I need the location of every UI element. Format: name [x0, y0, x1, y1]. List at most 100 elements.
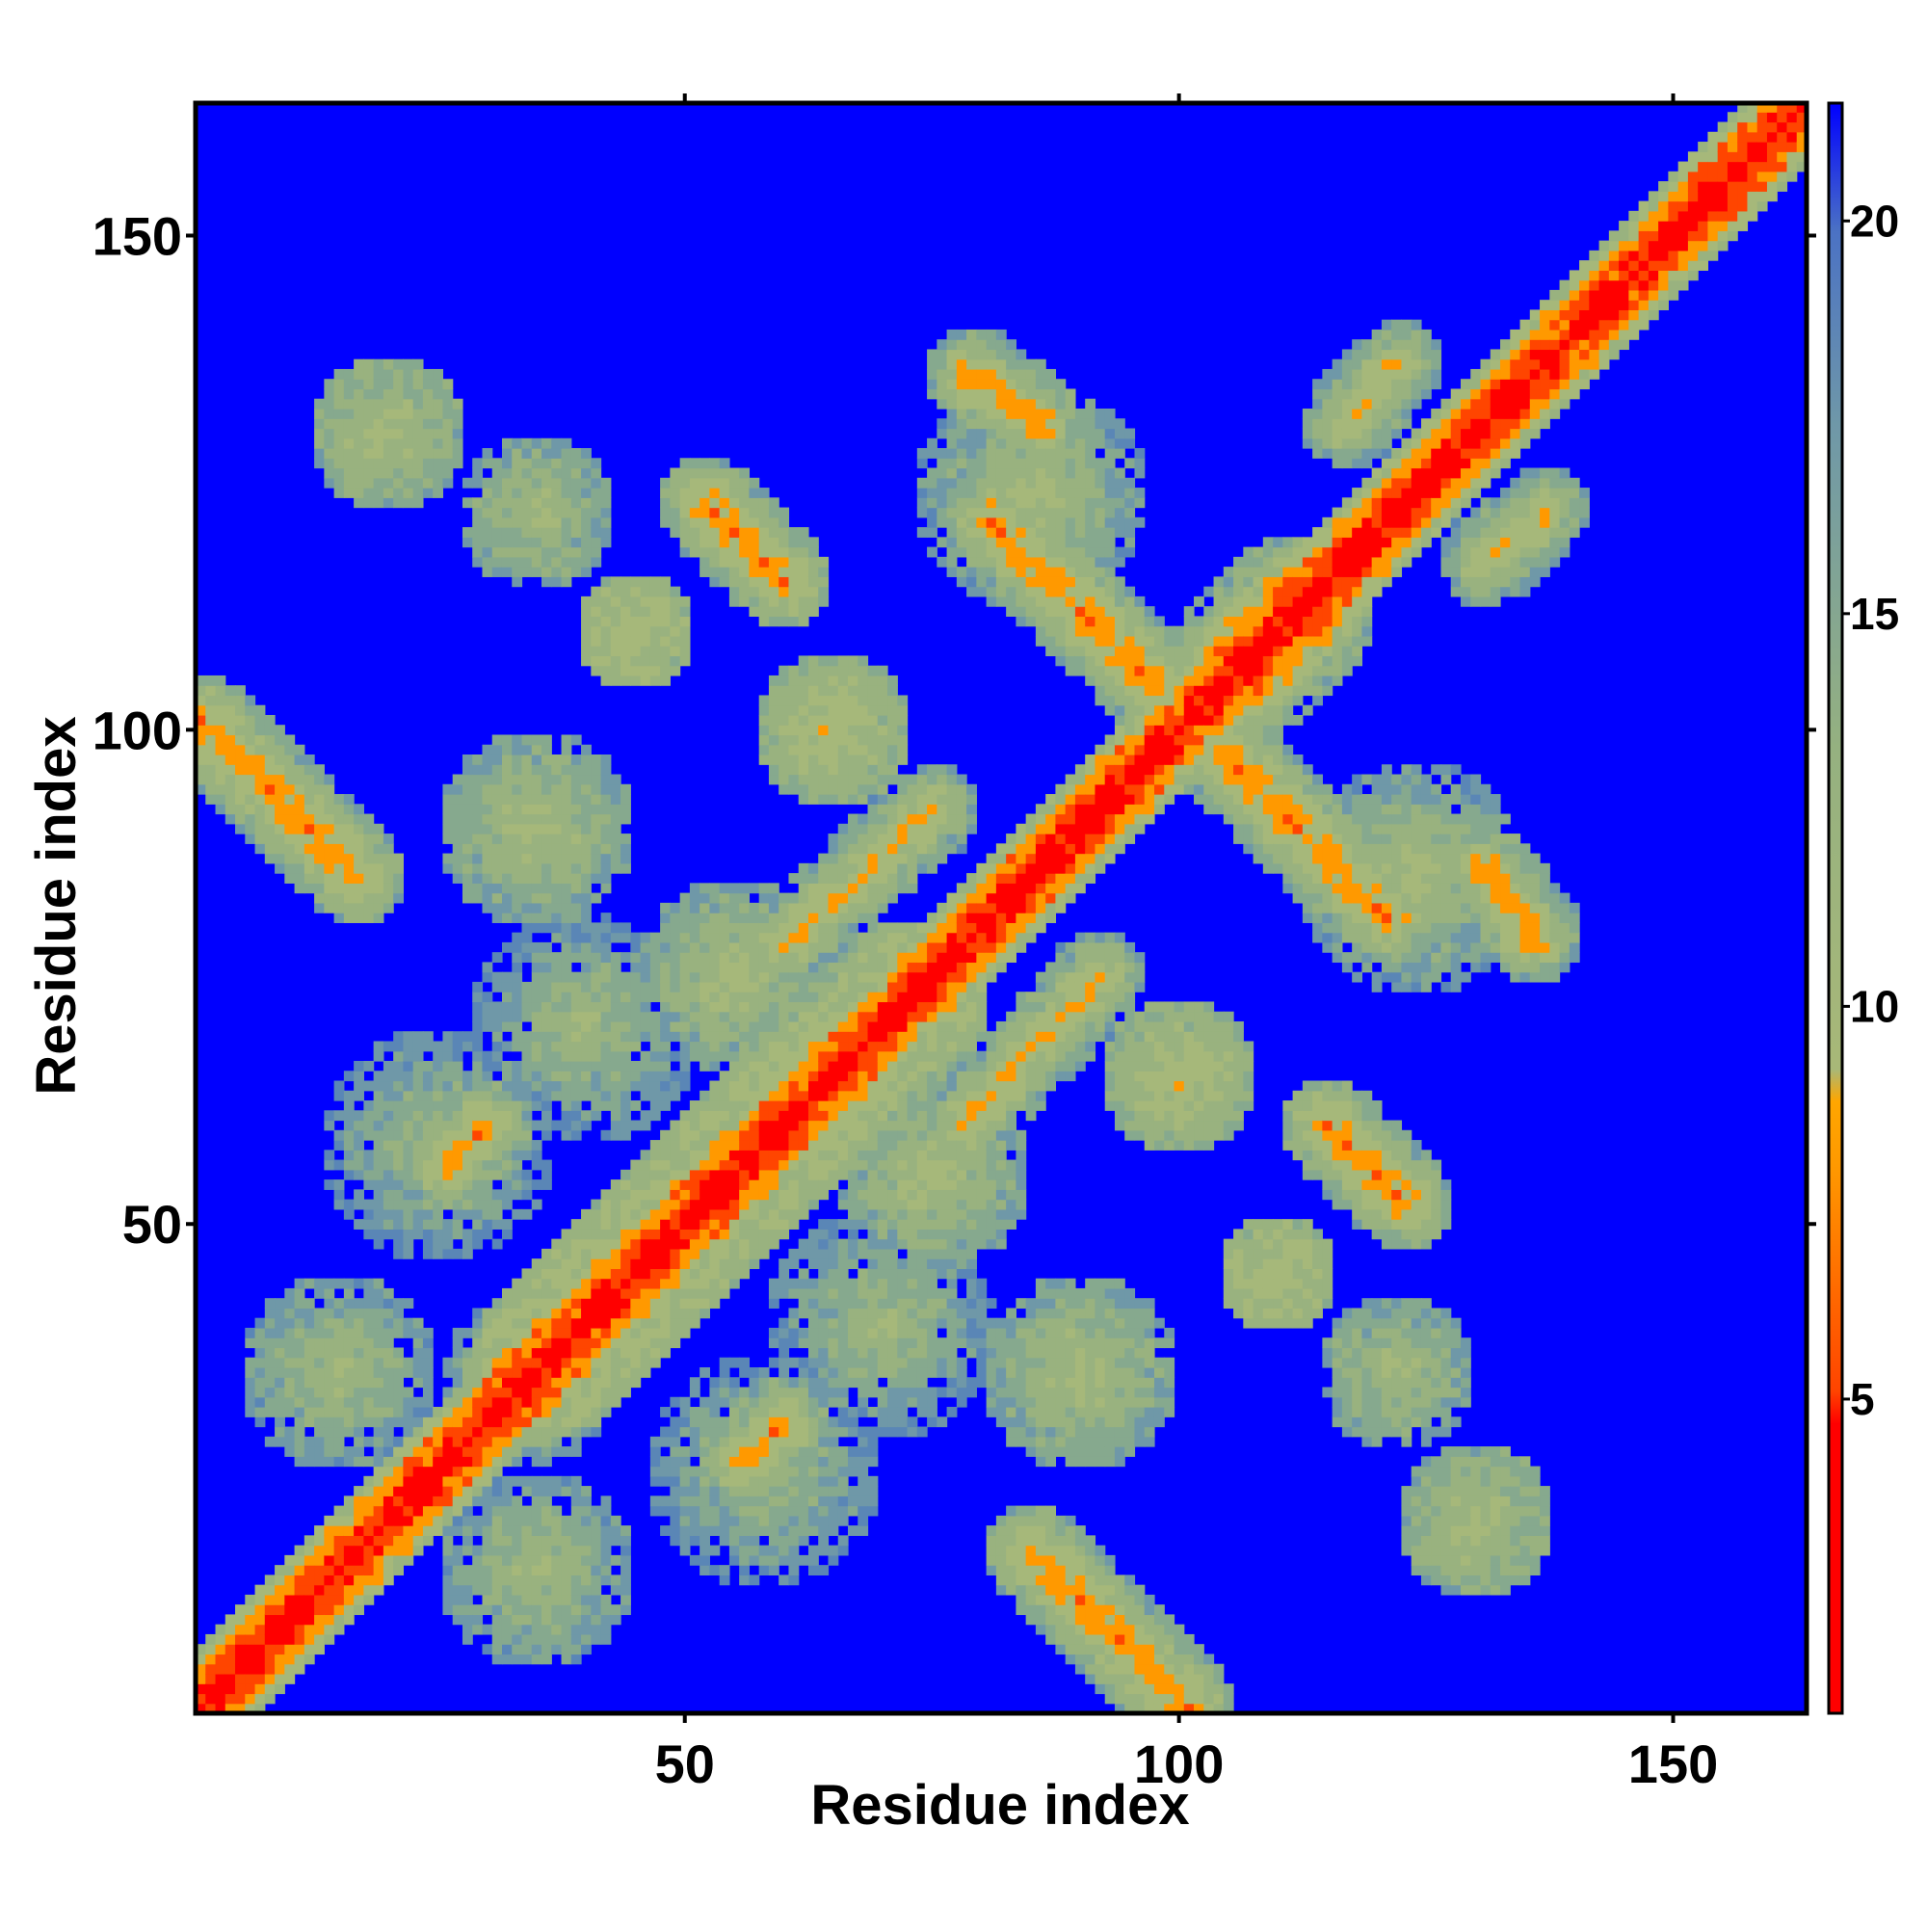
- heatmap-cell: [521, 1407, 533, 1417]
- heatmap-cell: [324, 418, 335, 430]
- heatmap-cell: [709, 1169, 721, 1180]
- heatmap-cell: [491, 467, 503, 479]
- heatmap-cell: [788, 1179, 800, 1190]
- heatmap-cell: [541, 1456, 552, 1468]
- heatmap-cell: [383, 1060, 394, 1072]
- heatmap-cell: [314, 398, 325, 410]
- heatmap-cell: [403, 1486, 414, 1496]
- heatmap-cell: [412, 1317, 424, 1329]
- heatmap-cell: [472, 1604, 484, 1616]
- heatmap-cell: [501, 1565, 513, 1575]
- heatmap-cell: [383, 883, 394, 894]
- heatmap-cell: [472, 1416, 484, 1428]
- heatmap-cell: [403, 1179, 414, 1190]
- heatmap-cell: [570, 883, 582, 894]
- heatmap-cell: [660, 1189, 671, 1201]
- heatmap-cell: [848, 843, 858, 855]
- heatmap-cell: [818, 704, 830, 716]
- heatmap-cell: [728, 971, 740, 983]
- heatmap-cell: [700, 992, 710, 1003]
- heatmap-cell: [570, 1396, 582, 1408]
- heatmap-cell: [570, 1268, 582, 1280]
- heatmap-cell: [818, 1387, 830, 1398]
- heatmap-cell: [700, 1426, 710, 1438]
- heatmap-cell: [818, 1238, 830, 1250]
- heatmap-cell: [728, 1110, 740, 1122]
- heatmap-cell: [284, 1565, 296, 1575]
- heatmap-cell: [779, 754, 790, 765]
- heatmap-cell: [472, 1545, 484, 1556]
- heatmap-cell: [858, 685, 869, 697]
- heatmap-cell: [284, 1298, 296, 1310]
- heatmap-cell: [561, 1120, 572, 1131]
- heatmap-cell: [462, 1535, 473, 1547]
- heatmap-cell: [788, 576, 800, 588]
- heatmap-cell: [807, 704, 819, 716]
- heatmap-cell: [848, 962, 858, 973]
- heatmap-cell: [442, 1584, 454, 1596]
- heatmap-cell: [788, 556, 800, 568]
- heatmap-cell: [700, 1020, 710, 1032]
- heatmap-cell: [709, 1001, 721, 1013]
- heatmap-cell: [433, 1515, 444, 1526]
- heatmap-cell: [403, 1466, 414, 1477]
- heatmap-cell: [700, 1060, 710, 1072]
- heatmap-cell: [412, 368, 424, 380]
- heatmap-cell: [768, 932, 779, 943]
- heatmap-cell: [433, 368, 444, 380]
- heatmap-cell: [788, 1011, 800, 1022]
- heatmap-cell: [620, 981, 631, 992]
- heatmap-cell: [749, 488, 760, 498]
- heatmap-cell: [452, 813, 463, 825]
- heatmap-cell: [709, 1150, 721, 1161]
- heatmap-cell: [788, 1416, 800, 1428]
- heatmap-cell: [354, 488, 364, 498]
- heatmap-cell: [837, 1258, 849, 1270]
- heatmap-cell: [491, 1357, 503, 1368]
- heatmap-cell: [679, 1407, 691, 1417]
- heatmap-cell: [570, 941, 582, 953]
- heatmap-cell: [501, 1495, 513, 1507]
- heatmap-cell: [779, 1486, 790, 1496]
- heatmap-cell: [472, 1396, 484, 1408]
- heatmap-cell: [660, 932, 671, 943]
- heatmap-cell: [591, 1110, 602, 1122]
- heatmap-cell: [462, 1366, 473, 1378]
- heatmap-cell: [354, 813, 364, 825]
- heatmap-cell: [196, 1693, 206, 1705]
- heatmap-cell: [422, 448, 434, 459]
- heatmap-cell: [768, 1140, 779, 1151]
- heatmap-cell: [570, 1535, 582, 1547]
- heatmap-cell: [649, 1238, 661, 1250]
- heatmap-cell: [867, 1208, 879, 1220]
- heatmap-cell: [858, 1001, 869, 1013]
- heatmap-cell: [600, 932, 612, 943]
- heatmap-cell: [551, 992, 563, 1003]
- heatmap-cell: [482, 1436, 493, 1447]
- heatmap-cell: [600, 1060, 612, 1072]
- heatmap-cell: [383, 1110, 394, 1122]
- heatmap-cell: [828, 1416, 839, 1428]
- heatmap-cell: [294, 843, 305, 855]
- heatmap-cell: [848, 1001, 858, 1013]
- heatmap-cell: [363, 1545, 375, 1556]
- heatmap-cell: [501, 537, 513, 548]
- heatmap-cell: [275, 734, 285, 746]
- heatmap-cell: [373, 1535, 384, 1547]
- heatmap-cell: [343, 873, 355, 884]
- heatmap-cell: [818, 1011, 830, 1022]
- heatmap-cell: [472, 516, 484, 528]
- heatmap-cell: [531, 764, 542, 776]
- heatmap-cell: [245, 1663, 256, 1675]
- heatmap-cell: [630, 1287, 642, 1299]
- heatmap-cell: [749, 1366, 760, 1378]
- heatmap-cell: [452, 1169, 463, 1180]
- heatmap-cell: [324, 804, 335, 815]
- heatmap-cell: [561, 1071, 572, 1082]
- heatmap-cell: [768, 567, 779, 577]
- heatmap-cell: [570, 477, 582, 489]
- heatmap-cell: [630, 655, 642, 667]
- heatmap-cell: [700, 1466, 710, 1477]
- heatmap-cell: [393, 1229, 405, 1240]
- heatmap-cell: [512, 783, 523, 795]
